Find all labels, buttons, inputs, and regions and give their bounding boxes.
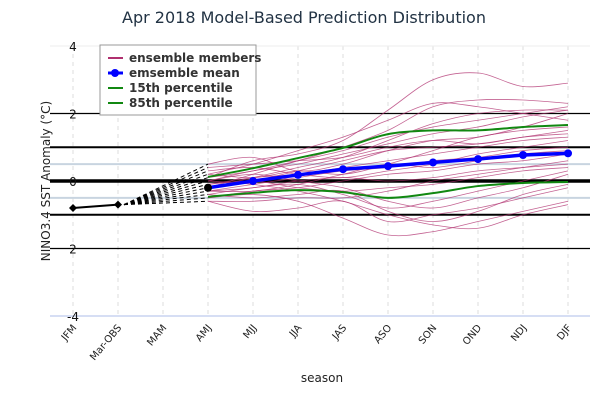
legend: ensemble members emsemble mean 15th perc…: [99, 44, 261, 116]
legend-members: ensemble members: [129, 51, 261, 65]
y-tick-label: 2: [69, 243, 77, 257]
observed-point: [114, 200, 122, 209]
ensemble-member-line: [207, 136, 569, 185]
projection-dashed-line: [123, 173, 209, 206]
x-tick-label: SON: [417, 323, 439, 347]
y-axis-label: NINO3.4 SST Anomaly (°C): [39, 101, 53, 261]
ensemble-member-line: [207, 187, 569, 223]
x-tick-label: ASO: [372, 323, 394, 346]
legend-p15: 15th percentile: [129, 81, 233, 95]
legend-mean: emsemble mean: [129, 66, 240, 80]
projection-dashed-line: [123, 200, 209, 206]
projection-dashed-line: [123, 194, 209, 206]
x-tick-label: NDJ: [509, 323, 529, 344]
p15-line: [207, 181, 569, 199]
ensemble-member-line: [207, 133, 569, 168]
mean-point: [249, 177, 257, 185]
ensemble-member-line: [207, 160, 569, 202]
mean-point: [429, 158, 437, 167]
x-tick-label: DJF: [555, 323, 574, 343]
mean-point: [564, 149, 572, 158]
mean-point: [294, 170, 302, 179]
x-tick-label: Mar-OBS: [88, 323, 124, 363]
mean-point: [474, 155, 482, 164]
x-tick-label: OND: [461, 323, 484, 348]
projection-dashed-line: [123, 187, 209, 206]
y-tick-label: -4: [67, 310, 79, 324]
y-tick-label: 0: [69, 175, 77, 189]
mean-point: [204, 183, 212, 192]
observed-point: [69, 204, 77, 212]
x-tick-label: JFM: [59, 323, 79, 344]
ensemble-member-line: [207, 173, 569, 209]
projection-dashed-line: [123, 197, 209, 206]
x-tick-label: JAS: [330, 323, 349, 343]
p85-line: [207, 123, 569, 178]
projection-dashed-line: [123, 167, 209, 206]
ensemble-member-line: [207, 98, 569, 189]
x-tick-label: MAM: [145, 323, 169, 349]
x-tick-label: MJJ: [242, 323, 260, 341]
projection-dashed-line: [123, 177, 209, 206]
ensemble-member-line: [207, 140, 569, 179]
mean-point: [339, 165, 347, 174]
ensemble-members: [123, 72, 569, 237]
x-tick-label: JJA: [287, 323, 304, 341]
x-axis-label: season: [301, 371, 343, 385]
chart-title: Apr 2018 Model-Based Prediction Distribu…: [122, 8, 486, 27]
ensemble-member-line: [207, 109, 569, 189]
y-tick-label: 2: [69, 108, 77, 122]
projection-dashed-line: [123, 163, 209, 206]
ensemble-member-line: [207, 180, 569, 230]
y-tick-label: 4: [69, 40, 77, 54]
ensemble-member-line: [207, 106, 569, 179]
ensemble-member-line: [207, 72, 569, 178]
ensemble-member-line: [207, 194, 569, 237]
series: [69, 123, 572, 212]
ensemble-member-line: [207, 183, 569, 222]
ensemble-member-line: [207, 102, 569, 175]
x-tick-label: AMJ: [194, 323, 214, 344]
projection-dashed-line: [123, 180, 209, 206]
projection-dashed-line: [123, 183, 209, 206]
projection-dashed-line: [123, 190, 209, 206]
mean-point: [519, 151, 527, 160]
mean-point: [384, 162, 392, 171]
projection-dashed-line: [123, 170, 209, 206]
ensemble-member-line: [207, 167, 569, 192]
legend-p85: 85th percentile: [129, 96, 233, 110]
observed-line: [72, 203, 119, 209]
